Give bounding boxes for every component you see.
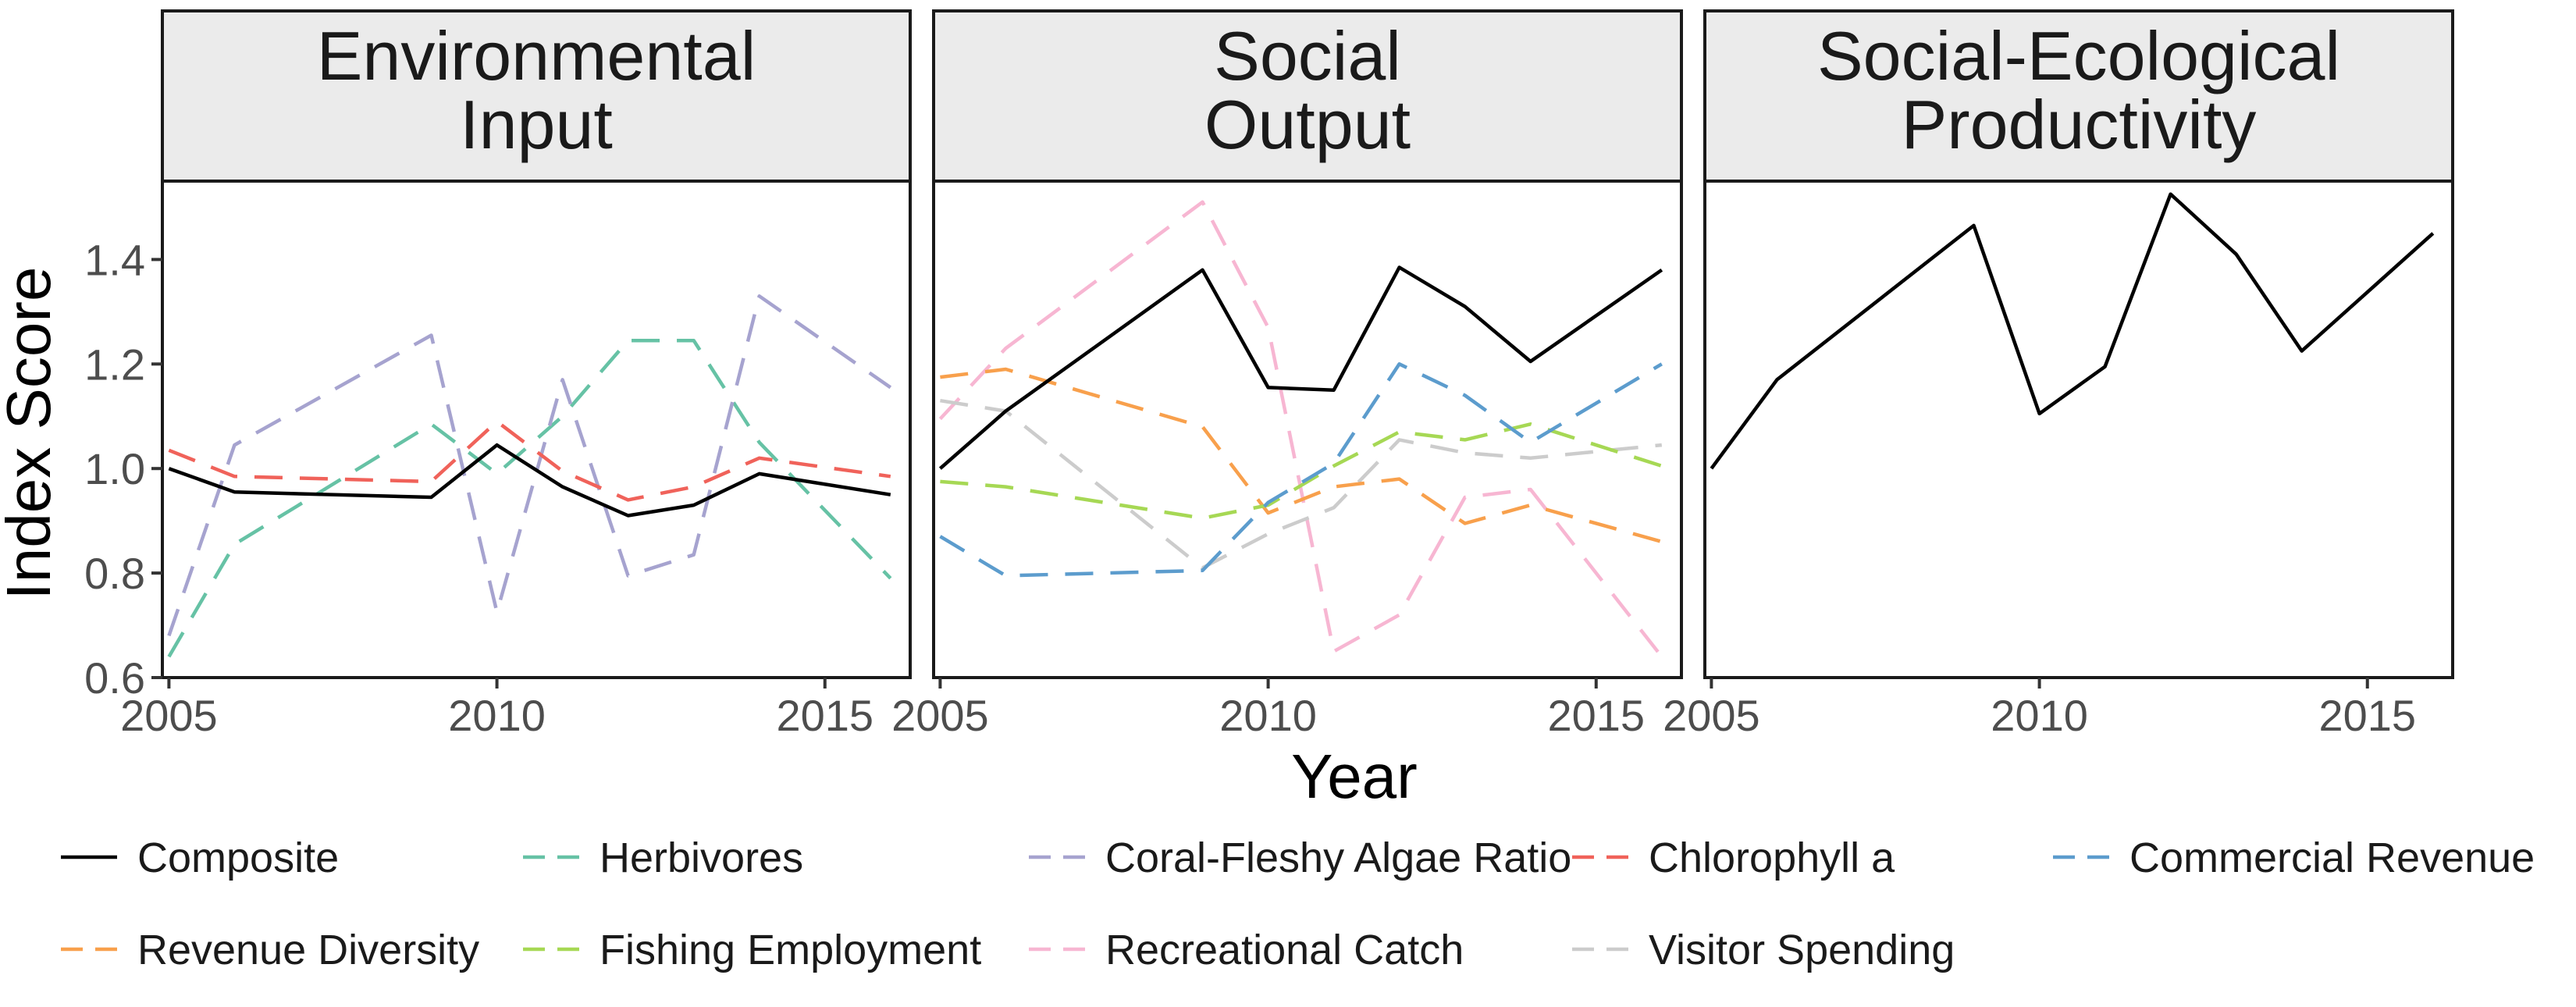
legend-item-commercial-revenue: Commercial Revenue [2053, 834, 2535, 881]
x-tick-label: 2010 [448, 691, 546, 740]
legend-label: Chlorophyll a [1649, 834, 1895, 881]
legend-item-fishing-employment: Fishing Employment [523, 927, 981, 973]
series-line-revenue-diversity [940, 367, 1663, 544]
panel-title-line: Productivity [1902, 86, 2257, 163]
legend: Composite Herbivores Coral-Fleshy Algae Ra… [61, 834, 2535, 973]
legend-item-herbivores: Herbivores [523, 834, 803, 881]
legend-label: Recreational Catch [1105, 927, 1464, 973]
series-line-fishing-employment [940, 422, 1663, 521]
series-line-chlorophyll-a [168, 419, 891, 502]
legend-label: Visitor Spending [1649, 927, 1955, 973]
x-tick-label: 2005 [891, 691, 989, 740]
y-axis-title: Index Score [0, 267, 63, 600]
series-line-visitor-spending [940, 398, 1663, 570]
legend-label: Fishing Employment [600, 927, 981, 973]
legend-label: Composite [137, 834, 339, 881]
y-tick-label: 0.6 [84, 653, 145, 703]
series-line-composite [938, 265, 1663, 470]
panel-title-line: Environmental [317, 17, 756, 94]
legend-item-composite: Composite [61, 834, 339, 881]
legend-item-recreational-catch: Recreational Catch [1029, 927, 1464, 973]
plot-area [161, 180, 912, 679]
x-tick-label: 2005 [120, 691, 218, 740]
legend-label: Commercial Revenue [2129, 834, 2535, 881]
legend-item-coral-fleshy-algae-ratio: Coral-Fleshy Algae Ratio [1029, 834, 1571, 881]
panel-title-line: Social [1214, 17, 1401, 94]
legend-item-revenue-diversity: Revenue Diversity [61, 927, 479, 973]
series-line-coral-fleshy-algae-ratio [167, 294, 892, 637]
panel-title-line: Output [1204, 86, 1411, 163]
y-tick-label: 0.8 [84, 549, 145, 598]
y-tick-label: 1.2 [84, 340, 145, 389]
panel-title-line: Input [460, 86, 613, 163]
legend-label: Coral-Fleshy Algae Ratio [1105, 834, 1571, 881]
plot-area [1703, 180, 2454, 679]
series-line-herbivores [167, 338, 892, 658]
x-axis-title: Year [1291, 742, 1418, 811]
x-tick-label: 2010 [1219, 691, 1317, 740]
panel-strip [932, 9, 1683, 183]
x-tick-label: 2010 [1991, 691, 2088, 740]
legend-label: Revenue Diversity [137, 927, 479, 973]
series-line-recreational-catch [938, 200, 1663, 658]
panel-strip [161, 9, 912, 183]
y-tick-label: 1.4 [84, 235, 145, 284]
x-tick-label: 2015 [2318, 691, 2416, 740]
x-tick-label: 2005 [1663, 691, 1760, 740]
legend-item-visitor-spending: Visitor Spending [1572, 927, 1955, 973]
x-tick-label: 2015 [1547, 691, 1645, 740]
series-line-commercial-revenue [939, 362, 1663, 578]
y-tick-label: 1.0 [84, 444, 145, 493]
series-line-composite [168, 443, 891, 518]
legend-item-chlorophyll-a: Chlorophyll a [1572, 834, 1895, 881]
series-line-composite [1710, 192, 2435, 470]
x-tick-label: 2015 [776, 691, 873, 740]
legend-label: Herbivores [600, 834, 803, 881]
panel-title-line: Social-Ecological [1817, 17, 2340, 94]
plot-area [932, 180, 1683, 679]
